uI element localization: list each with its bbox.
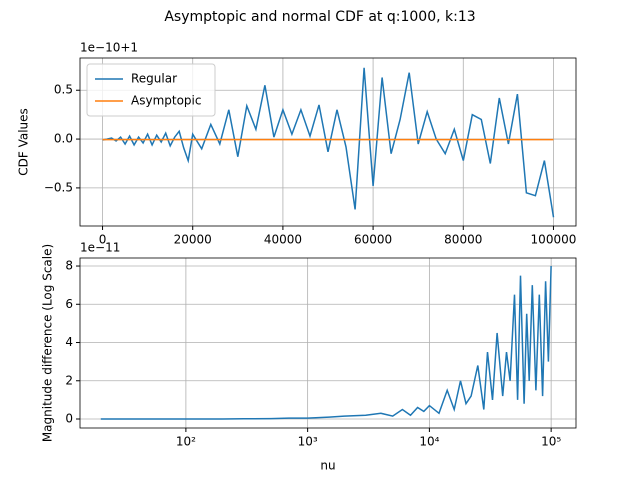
x-tick-label: 0 — [99, 233, 107, 247]
y-tick-label: 0 — [65, 412, 73, 426]
y-tick-label: 0.0 — [54, 132, 73, 146]
x-tick-label: 10⁴ — [419, 435, 439, 449]
y-axis-label: Magnitude difference (Log Scale) — [41, 244, 55, 442]
y-tick-label: −0.5 — [44, 180, 73, 194]
y-tick-label: 2 — [65, 373, 73, 387]
x-tick-label: 80000 — [444, 233, 482, 247]
legend-label: Regular — [131, 72, 177, 86]
y-offset-label: 1e−10+1 — [80, 41, 138, 55]
y-tick-label: 4 — [65, 335, 73, 349]
y-axis-label: CDF Values — [17, 108, 31, 176]
data-line — [102, 67, 555, 218]
legend-label: Asymptopic — [131, 94, 201, 108]
x-tick-label: 10² — [176, 435, 196, 449]
y-offset-label: 1e−11 — [80, 241, 120, 255]
x-tick-label: 40000 — [264, 233, 302, 247]
y-tick-label: 0.5 — [54, 83, 73, 97]
x-tick-label: 20000 — [174, 233, 212, 247]
data-line — [100, 265, 552, 420]
x-tick-label: 100000 — [531, 233, 577, 247]
y-tick-label: 8 — [65, 259, 73, 273]
x-tick-label: 10³ — [298, 435, 318, 449]
legend-box — [86, 63, 216, 117]
x-tick-label: 10⁵ — [541, 435, 561, 449]
y-tick-label: 6 — [65, 297, 73, 311]
figure-title: Asymptopic and normal CDF at q:1000, k:1… — [164, 9, 475, 25]
axes-frame — [79, 57, 577, 227]
x-tick-label: 60000 — [354, 233, 392, 247]
axes-frame — [79, 257, 577, 429]
x-axis-label: nu — [320, 459, 335, 473]
